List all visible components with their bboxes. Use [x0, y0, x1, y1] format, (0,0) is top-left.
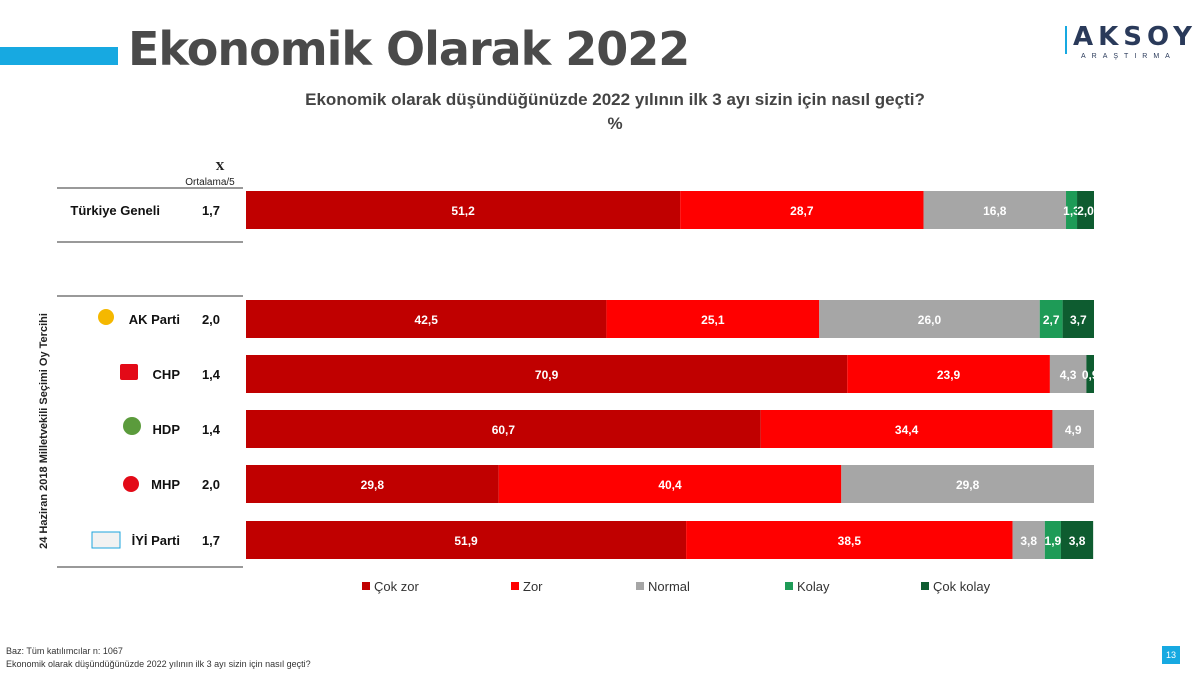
- page-number: 13: [1162, 646, 1180, 664]
- data-label: 4,9: [1065, 423, 1082, 437]
- category-label: Türkiye Geneli: [70, 203, 160, 218]
- bar-segment: [246, 300, 607, 338]
- logo-mark-icon: [1065, 26, 1073, 54]
- bar-segment: [760, 410, 1053, 448]
- bar-segment: [246, 465, 499, 503]
- mean-value: 1,7: [202, 203, 220, 218]
- bar-segment: [1049, 355, 1087, 393]
- data-label: 38,5: [838, 534, 862, 548]
- bar-segment: [1077, 191, 1094, 229]
- mean-header: Ortalama/5: [185, 177, 235, 188]
- bar-segment: [1066, 191, 1078, 229]
- hdp-logo-icon: [123, 417, 141, 435]
- legend-swatch: [362, 582, 370, 590]
- mean-value: 2,0: [202, 312, 220, 327]
- data-label: 3,7: [1070, 313, 1087, 327]
- category-label: MHP: [151, 477, 180, 492]
- legend-swatch: [511, 582, 519, 590]
- mhp-logo-icon: [123, 476, 139, 492]
- chart-unit: %: [607, 114, 623, 133]
- legend-swatch: [921, 582, 929, 590]
- bar-segment: [1012, 521, 1045, 559]
- data-label: 70,9: [535, 368, 559, 382]
- data-label: 34,4: [895, 423, 919, 437]
- data-label: 3,8: [1020, 534, 1037, 548]
- category-label: CHP: [153, 367, 181, 382]
- category-label: HDP: [153, 422, 181, 437]
- legend-swatch: [636, 582, 644, 590]
- title-accent-bar: [0, 47, 118, 65]
- page-title: Ekonomik Olarak 2022: [128, 22, 690, 76]
- bar-segment: [1086, 355, 1094, 393]
- data-label: 26,0: [918, 313, 942, 327]
- data-label: 0,9: [1082, 368, 1099, 382]
- data-label: 16,8: [983, 204, 1007, 218]
- data-label: 42,5: [415, 313, 439, 327]
- legend-label: Çok kolay: [933, 579, 991, 594]
- mean-value: 1,7: [202, 533, 220, 548]
- data-label: 1,3: [1063, 204, 1080, 218]
- legend-label: Çok zor: [374, 579, 419, 594]
- data-label: 2,7: [1043, 313, 1060, 327]
- bar-segment: [498, 465, 842, 503]
- bar-segment: [606, 300, 820, 338]
- footnote: Ekonomik olarak düşündüğünüzde 2022 yılı…: [6, 659, 311, 669]
- base-note: Baz: Tüm katılımcılar n: 1067: [6, 646, 123, 656]
- chp-logo-icon: [120, 364, 138, 380]
- bar-segment: [819, 300, 1040, 338]
- bar-segment: [1052, 410, 1094, 448]
- bar-segment: [923, 191, 1067, 229]
- legend-swatch: [785, 582, 793, 590]
- bar-segment: [246, 191, 681, 229]
- data-label: 28,7: [790, 204, 814, 218]
- legend-label: Zor: [523, 579, 543, 594]
- category-label: AK Parti: [129, 312, 180, 327]
- data-label: 23,9: [937, 368, 961, 382]
- mean-value: 1,4: [202, 367, 221, 382]
- data-label: 29,8: [956, 478, 980, 492]
- mean-value: 1,4: [202, 422, 221, 437]
- bar-segment: [1039, 300, 1063, 338]
- iyi-parti-logo-icon: [91, 531, 121, 549]
- data-label: 51,9: [454, 534, 478, 548]
- aksoy-logo: AKSOY ARAŞTIRMA: [1065, 22, 1192, 64]
- data-label: 40,4: [658, 478, 682, 492]
- legend-label: Kolay: [797, 579, 830, 594]
- bar-segment: [1044, 521, 1061, 559]
- mean-header-symbol: X: [216, 160, 225, 173]
- data-label: 4,3: [1060, 368, 1077, 382]
- bar-segment: [246, 355, 848, 393]
- logo-text: AKSOY: [1073, 22, 1197, 52]
- stacked-bar-chart: X Ortalama/5 24 Haziran 2018 Milletvekili …: [38, 160, 1099, 594]
- bar-segment: [841, 465, 1094, 503]
- group-label: 24 Haziran 2018 Milletvekili Seçimi Oy T…: [38, 313, 50, 549]
- ak-parti-logo-icon: [98, 309, 114, 325]
- mean-value: 2,0: [202, 477, 220, 492]
- bar-segment: [1062, 300, 1094, 338]
- data-label: 25,1: [701, 313, 725, 327]
- bar-segment: [1060, 521, 1094, 559]
- data-label: 1,9: [1045, 534, 1062, 548]
- bar-segment: [686, 521, 1013, 559]
- legend-label: Normal: [648, 579, 690, 594]
- bar-segment: [680, 191, 924, 229]
- bar-segment: [246, 521, 687, 559]
- data-label: 60,7: [492, 423, 516, 437]
- data-label: 3,8: [1069, 534, 1086, 548]
- category-label: İYİ Parti: [132, 533, 180, 548]
- bar-segment: [847, 355, 1050, 393]
- data-label: 2,0: [1077, 204, 1094, 218]
- data-label: 51,2: [451, 204, 475, 218]
- logo-subtext: ARAŞTIRMA: [1081, 53, 1176, 60]
- data-label: 29,8: [361, 478, 385, 492]
- bar-segment: [246, 410, 761, 448]
- chart-question: Ekonomik olarak düşündüğünüzde 2022 yılı…: [305, 90, 925, 109]
